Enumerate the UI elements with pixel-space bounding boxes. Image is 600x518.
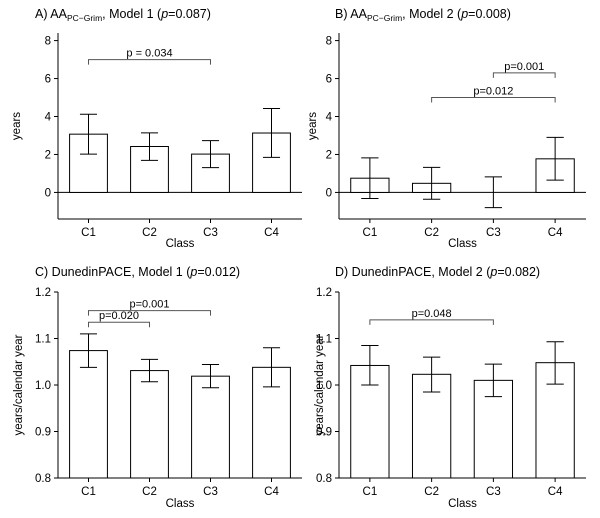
y-tick-label: 0.8 [316,473,332,485]
panel-title: A) AAPC−Grim, Model 1 (p=0.087) [35,7,211,23]
x-tick-label: C1 [363,486,378,498]
title-part: PC−Grim [67,13,102,23]
x-tick-label: C1 [81,486,96,498]
panel-title: C) DunedinPACE, Model 1 (p=0.012) [35,265,240,279]
x-tick-label: C2 [424,227,439,239]
title-part: p [489,265,497,279]
bar-C4 [252,132,291,193]
title-part: =0.012) [197,265,240,279]
x-tick-label: C3 [486,486,501,498]
significance-label: p=0.020 [99,310,139,322]
y-axis-title: years/calendar year [13,334,25,435]
title-part: =0.008) [468,7,511,21]
significance-label: p=0.012 [473,86,513,98]
title-part: B) AA [335,7,368,21]
y-tick-label: 1.0 [316,380,332,392]
significance-bracket [369,319,494,325]
y-tick-label: 0.9 [35,427,51,439]
y-tick-label: 0.8 [35,473,51,485]
y-tick-label: 2 [45,149,51,161]
y-tick-label: 1.0 [35,380,51,392]
bar-C3 [191,153,230,193]
x-tick-label: C4 [548,486,563,498]
x-tick-label: C4 [264,227,279,239]
x-tick-label: C2 [424,486,439,498]
y-axis-title: years [11,112,23,140]
x-tick-label: C3 [203,486,218,498]
title-part: p [460,7,468,21]
y-tick-label: 4 [326,112,333,124]
bar-C1 [69,350,108,479]
x-tick-label: C3 [203,227,218,239]
significance-label: p=0.001 [504,61,544,73]
x-axis-title: Class [448,238,477,250]
y-axis-title: years [307,112,319,140]
x-tick-label: C2 [142,227,157,239]
panel-title: D) DunedinPACE, Model 2 (p=0.082) [335,265,540,279]
significance-bracket [88,321,150,328]
title-part: =0.082) [497,265,540,279]
y-tick-label: 4 [45,112,52,124]
title-part: PC−Grim [367,13,402,23]
panel-title: B) AAPC−Grim, Model 2 (p=0.008) [335,7,511,23]
significance-label: p = 0.034 [126,48,172,60]
title-part: p [160,7,168,21]
significance-bracket [88,310,211,316]
y-tick-label: 6 [45,74,51,86]
x-tick-label: C1 [363,227,378,239]
title-part: =0.087) [168,7,211,21]
title-part: A) AA [35,7,68,21]
chart-panel-4: D) DunedinPACE, Model 2 (p=0.082) 0.8 0.9 1… [314,265,586,510]
y-tick-label: 6 [326,74,332,86]
x-tick-label: C4 [548,227,563,239]
x-axis-title: Class [166,238,195,250]
significance-bracket [88,59,211,65]
title-part: C) DunedinPACE, Model 1 ( [35,265,191,279]
bar-C2 [130,370,169,479]
title-part: p [189,265,197,279]
y-tick-label: 8 [45,36,51,48]
y-tick-label: 8 [326,36,332,48]
y-tick-label: 0.9 [316,427,332,439]
significance-label: p=0.048 [412,308,452,320]
chart-panel-3: C) DunedinPACE, Model 1 (p=0.012) 0.8 0.9 1… [13,265,302,510]
y-tick-label: 1.1 [35,334,51,346]
y-axis-title: years/calendar year [314,334,326,435]
chart-panel-1: A) AAPC−Grim, Model 1 (p=0.087) 0 2 4 6 8 C1 C2… [11,7,302,250]
title-part: , Model 1 ( [102,7,162,21]
x-axis-title: Class [166,498,195,510]
y-tick-label: 0 [45,187,51,199]
bar-C3 [191,375,230,479]
significance-bracket [492,72,556,78]
y-tick-label: 1.1 [316,334,332,346]
y-tick-label: 1.2 [316,287,332,299]
y-tick-label: 2 [326,149,332,161]
x-tick-label: C1 [81,227,96,239]
title-part: D) DunedinPACE, Model 2 ( [335,265,491,279]
x-tick-label: C2 [142,486,157,498]
chart-panel-2: B) AAPC−Grim, Model 2 (p=0.008) 0 2 4 6 8 C1 C2… [307,7,586,250]
significance-label: p=0.001 [129,299,169,311]
y-tick-label: 0 [326,187,332,199]
x-tick-label: C4 [264,486,279,498]
title-part: , Model 2 ( [402,7,462,21]
significance-bracket [431,97,556,103]
x-tick-label: C3 [486,227,501,239]
x-axis-title: Class [448,498,477,510]
y-tick-label: 1.2 [35,287,51,299]
